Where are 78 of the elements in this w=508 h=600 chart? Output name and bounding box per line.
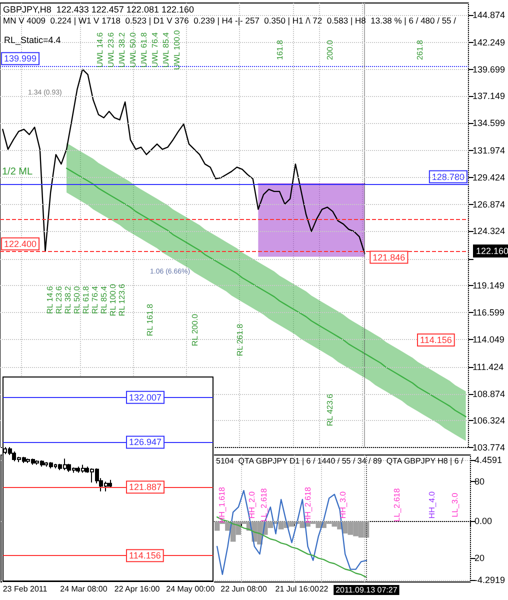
annotation: RL 200.0 (190, 313, 200, 346)
y-tick-label: 144.874 (472, 10, 506, 20)
annotation: 261.8 (416, 39, 424, 60)
annotation: HH_2.618 (304, 486, 312, 524)
annotation: HH_3.0 (338, 490, 348, 519)
y-tick-label: 114.156 (129, 550, 161, 561)
annotation: RL 23.6 (54, 286, 64, 314)
x-tick-label: 24 Mar 08:00 (60, 584, 108, 594)
x-tick-label: 21 Jul 16:00 (275, 584, 320, 594)
annotation: 161.8 (276, 39, 284, 60)
annotation: RL 14.6 (46, 286, 54, 314)
y-tick-label: 119.149 (472, 280, 504, 291)
y-tick-label: 121.887 (129, 482, 162, 492)
y-tick-label: 103.774 (472, 442, 506, 452)
x-tick-label: 22 (319, 584, 329, 594)
x-tick-label: 2011.09.13 07:27 (336, 586, 398, 594)
annotation: RL 423.6 (326, 393, 334, 426)
annotation: 200.0 (326, 39, 334, 60)
y-tick-label: 126.874 (472, 199, 506, 210)
annotation: HH_4.0 (428, 490, 436, 519)
text: 122.160 (476, 246, 508, 256)
annotation: RL 61.8 (82, 286, 90, 314)
y-tick-label: 108.874 (472, 388, 506, 399)
y-tick-label: 137.149 (472, 91, 506, 102)
x-tick-label: 23 Feb 2011 (2, 584, 48, 594)
annotation: UWL 61.8 (140, 32, 148, 68)
x-tick-label: 24 May 00:00 (166, 584, 216, 594)
annotation: RL 85.4 (100, 286, 108, 314)
annotation: RL 50.0 (72, 286, 82, 314)
y-tick-label: 124.324 (472, 226, 506, 236)
x-tick-label: 22 Jun 08:00 (220, 584, 268, 594)
y-tick-label: 142.249 (472, 37, 506, 48)
annotation: RL 100.0 (108, 283, 118, 316)
annotation: HH_2.0 (248, 490, 256, 519)
y-tick-label: 126.947 (129, 437, 162, 448)
annotation: UWL 14.6 (96, 32, 104, 68)
y-tick-label: 116.599 (472, 307, 504, 318)
annotation: UWL 76.4 (150, 32, 160, 68)
y-tick-label: -4.2919 (474, 574, 506, 585)
x-tick-label: 22 Apr 16:00 (114, 584, 160, 594)
annotation: RL 76.4 (90, 286, 100, 314)
line-series (216, 490, 368, 575)
y2-tick-label: 20 (474, 552, 484, 563)
annotation: 114.156 (420, 335, 452, 345)
y-tick-label: 131.974 (472, 146, 506, 156)
annotation: RL 123.6 (118, 283, 126, 316)
annotation: 121.846 (372, 252, 406, 262)
annotation: LL_2.618 (260, 488, 268, 522)
line-series (66, 168, 466, 418)
annotation: RL 261.8 (236, 323, 244, 356)
y-tick-label: 4.4591 (474, 455, 502, 466)
ref-line-label: 122.400 (4, 238, 37, 249)
annotation: UWL 38.2 (118, 32, 126, 68)
annotation: 5104 QTA GBPJPY D1 | 6 / 1440 / 55 / 34 / 89 QTA GBPJPY H8 | 6 / (216, 456, 464, 466)
annotation: RL 38.2 (64, 286, 72, 314)
annotation: LL_3.0 (450, 492, 460, 518)
y-tick-label: 114.049 (472, 334, 504, 344)
y-tick-label: 0.00 (474, 516, 492, 526)
annotation: LL_2.618 (392, 488, 402, 522)
annotation: UWL 85.4 (162, 32, 170, 68)
annotation: UWL 100.0 (172, 30, 182, 70)
annotation: RL_Static=4.4 (4, 35, 61, 45)
ref-line-label: 139.999 (4, 54, 37, 64)
y-tick-label: 129.424 (472, 172, 506, 182)
annotation: RL 161.8 (146, 303, 154, 336)
y-tick-label: 139.699 (472, 64, 506, 74)
y-tick-label: 106.324 (472, 416, 506, 426)
y-tick-label: 111.424 (472, 362, 504, 372)
y2-tick-label: 80 (474, 476, 484, 487)
chart-title: GBPJPY,H8 122.433 122.457 122.081 122.160 (3, 4, 194, 14)
text: MN V 4009 0.224 | W1 V 1718 0.523 | D1 V 376 0.239 | H4 -|- 257 0.350 | H1 /\ 72 0.583 | H8 13.38 % | 6 / 480 / 55 / (3, 16, 457, 26)
annotation: 1/2 ML (2, 166, 34, 178)
y-tick-label: 132.007 (129, 392, 162, 402)
candlestick (108, 479, 112, 488)
y-tick-label: 134.599 (472, 118, 506, 128)
annotation: HH_1.618 (218, 486, 226, 524)
annotation: UWL 23.6 (106, 32, 116, 68)
annotation: UWL 50.0 (128, 32, 138, 68)
